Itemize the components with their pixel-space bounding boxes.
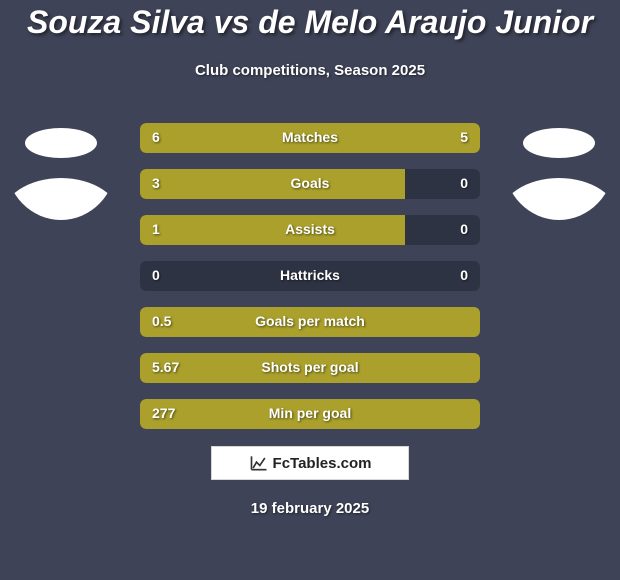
stat-value-left: 1 bbox=[152, 221, 160, 237]
stat-row: Assists1 0 bbox=[140, 215, 480, 245]
stat-label: Matches bbox=[140, 129, 480, 145]
stat-value-right: 5 bbox=[460, 129, 468, 145]
comparison-infographic: Souza Silva vs de Melo Araujo Junior Clu… bbox=[0, 0, 620, 580]
stat-label: Shots per goal bbox=[140, 359, 480, 375]
stat-value-left: 0.5 bbox=[152, 313, 171, 329]
stat-label: Min per goal bbox=[140, 405, 480, 421]
stat-value-left: 0 bbox=[152, 267, 160, 283]
avatar-body-icon bbox=[504, 178, 614, 220]
stat-rows: Matches65Goals30Assists10Hattricks00Goal… bbox=[140, 123, 480, 445]
avatar-body-icon bbox=[6, 178, 116, 220]
stat-row: Goals3 0 bbox=[140, 169, 480, 199]
stat-value-right: 0 bbox=[460, 267, 468, 283]
page-title: Souza Silva vs de Melo Araujo Junior bbox=[0, 4, 620, 41]
chart-icon bbox=[249, 453, 269, 473]
stat-value-left: 277 bbox=[152, 405, 175, 421]
stat-value-right: 0 bbox=[460, 175, 468, 191]
stat-row: Matches6 5 bbox=[140, 123, 480, 153]
subtitle: Club competitions, Season 2025 bbox=[0, 62, 620, 79]
avatar-head-icon bbox=[25, 128, 97, 158]
stat-row: Min per goal277 bbox=[140, 399, 480, 429]
stat-value-left: 5.67 bbox=[152, 359, 179, 375]
source-text: FcTables.com bbox=[273, 455, 372, 472]
stat-row: Shots per goal5.67 bbox=[140, 353, 480, 383]
avatar-head-icon bbox=[523, 128, 595, 158]
stat-label: Goals bbox=[140, 175, 480, 191]
source-badge: FcTables.com bbox=[211, 446, 409, 480]
stat-value-right: 0 bbox=[460, 221, 468, 237]
stat-label: Assists bbox=[140, 221, 480, 237]
date-text: 19 february 2025 bbox=[0, 500, 620, 517]
stat-label: Hattricks bbox=[140, 267, 480, 283]
stat-value-left: 3 bbox=[152, 175, 160, 191]
stat-row: Goals per match0.5 bbox=[140, 307, 480, 337]
player-right-avatar bbox=[504, 105, 614, 220]
stat-row: Hattricks0 0 bbox=[140, 261, 480, 291]
player-left-avatar bbox=[6, 105, 116, 220]
stat-value-left: 6 bbox=[152, 129, 160, 145]
stat-label: Goals per match bbox=[140, 313, 480, 329]
